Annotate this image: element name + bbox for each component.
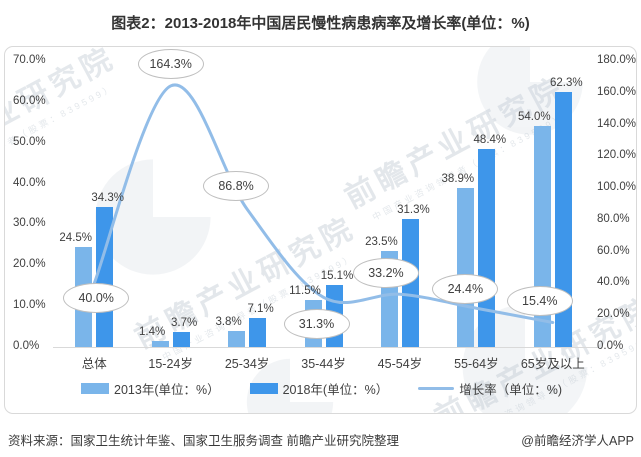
legend-swatch-2018 bbox=[249, 383, 278, 394]
category-label: 25-34岁 bbox=[224, 357, 270, 371]
y-axis-tick-right: 0.0% bbox=[597, 340, 624, 352]
y-axis-tick-left: 20.0% bbox=[13, 258, 46, 271]
bar-value-label: 3.8% bbox=[215, 316, 242, 329]
credit-note: @前瞻经济学人APP bbox=[521, 434, 634, 448]
legend-label-2013: 2013年(单位：%） bbox=[114, 383, 220, 397]
bar-2018 bbox=[554, 92, 572, 347]
growth-rate-callout: 164.3% bbox=[137, 48, 204, 79]
bar-2018 bbox=[172, 331, 190, 347]
y-axis-tick-right: 60.0% bbox=[597, 244, 630, 257]
y-axis-tick-right: 160.0% bbox=[597, 85, 637, 98]
y-axis-tick-left: 0.0% bbox=[13, 340, 40, 352]
growth-rate-callout: 40.0% bbox=[63, 283, 130, 314]
bar-value-label: 38.9% bbox=[441, 173, 475, 186]
legend-line-swatch-growth bbox=[418, 387, 455, 390]
y-axis-tick-right: 140.0% bbox=[597, 117, 637, 130]
y-axis-tick-left: 10.0% bbox=[13, 299, 46, 312]
category-label: 35-44岁 bbox=[301, 357, 346, 371]
growth-rate-callout: 15.4% bbox=[506, 285, 573, 316]
footer: 资料来源：国家卫生统计年鉴、国家卫生服务调查 前瞻产业研究院整理 @前瞻经济学人… bbox=[0, 428, 641, 452]
y-axis-tick-right: 120.0% bbox=[597, 149, 637, 162]
growth-rate-callout: 86.8% bbox=[203, 171, 270, 202]
legend: 2013年(单位：%） 2018年(单位：%） 增长率（单位：%) bbox=[5, 379, 636, 398]
y-axis-tick-right: 180.0% bbox=[597, 54, 637, 66]
bar-value-label: 54.0% bbox=[517, 111, 551, 124]
bar-value-label: 7.1% bbox=[247, 303, 274, 315]
y-axis-tick-left: 60.0% bbox=[13, 94, 46, 107]
growth-rate-callout: 31.3% bbox=[283, 309, 350, 340]
y-axis-tick-right: 20.0% bbox=[597, 308, 630, 321]
bar-value-label: 31.3% bbox=[397, 204, 430, 217]
bar-value-label: 11.5% bbox=[289, 285, 321, 298]
bar-value-label: 15.1% bbox=[320, 270, 354, 283]
source-note: 资料来源：国家卫生统计年鉴、国家卫生服务调查 前瞻产业研究院整理 bbox=[8, 434, 399, 448]
growth-rate-callout: 33.2% bbox=[352, 258, 419, 289]
legend-item-2018: 2018年(单位：%） bbox=[249, 379, 389, 398]
bar-value-label: 62.3% bbox=[549, 77, 583, 90]
page-title: 图表2：2013-2018年中国居民慢性病患病率及增长率(单位：%) bbox=[111, 15, 530, 32]
bar-value-label: 23.5% bbox=[365, 236, 398, 248]
bar-2018 bbox=[249, 318, 267, 347]
category-label: 总体 bbox=[81, 357, 107, 371]
chart-area: 前瞻产业研究院 中国产业咨询领导者（股票：839599） 前瞻产业研究院 中国产… bbox=[4, 46, 637, 414]
legend-swatch-2013 bbox=[81, 383, 110, 394]
bar-value-label: 34.3% bbox=[91, 191, 124, 204]
growth-rate-callout: 24.4% bbox=[432, 274, 499, 305]
category-label: 45-54岁 bbox=[377, 357, 423, 371]
growth-line bbox=[92, 83, 555, 325]
bar-value-label: 48.4% bbox=[473, 134, 507, 147]
bar-value-label: 1.4% bbox=[139, 326, 166, 339]
legend-item-2013: 2013年(单位：%） bbox=[81, 379, 220, 398]
legend-item-growth: 增长率（单位：%) bbox=[418, 379, 562, 398]
category-label: 65岁及以上 bbox=[520, 357, 585, 371]
category-label: 15-24岁 bbox=[148, 357, 193, 371]
bar-value-label: 3.7% bbox=[171, 316, 198, 329]
y-axis-tick-left: 30.0% bbox=[13, 217, 46, 230]
legend-label-2018: 2018年(单位：%） bbox=[282, 383, 389, 397]
y-axis-tick-left: 70.0% bbox=[13, 54, 46, 66]
bar-value-label: 24.5% bbox=[59, 231, 93, 244]
bar-2013 bbox=[228, 331, 246, 347]
legend-label-growth: 增长率（单位：%) bbox=[459, 383, 562, 397]
y-axis-tick-right: 40.0% bbox=[597, 276, 630, 289]
bar-2013 bbox=[151, 341, 169, 347]
y-axis-tick-right: 80.0% bbox=[597, 212, 630, 225]
y-axis-tick-right: 100.0% bbox=[597, 181, 637, 194]
category-label: 55-64岁 bbox=[454, 357, 499, 371]
y-axis-tick-left: 50.0% bbox=[13, 135, 46, 148]
x-axis-line bbox=[53, 347, 598, 348]
plot-area: 24.5% 1.4% 3.8% 11.5% 23.5% 38.9% 54.0% 34.3% 3.… bbox=[53, 48, 598, 348]
y-axis-tick-left: 40.0% bbox=[13, 176, 46, 189]
